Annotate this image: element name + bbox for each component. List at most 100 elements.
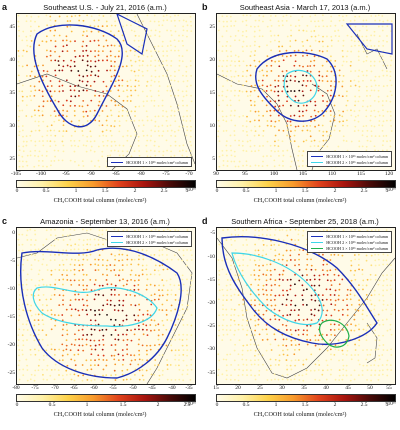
column-dot [113,293,116,296]
column-dot [114,338,117,341]
column-dot [361,70,364,73]
column-dot [346,298,348,301]
column-dot [34,154,36,157]
column-dot [181,55,184,58]
column-dot [186,229,189,232]
column-dot [189,249,192,252]
column-dot [370,125,373,127]
column-dot [225,254,228,256]
column-dot [261,233,264,236]
column-dot [141,70,144,73]
column-dot [289,165,292,168]
column-dot [25,294,28,297]
column-dot [370,34,373,37]
column-dot [362,288,364,291]
column-dot [102,15,105,17]
column-dot [246,244,249,246]
column-dot [74,40,76,43]
column-dot [273,144,276,147]
column-dot [138,150,141,152]
column-dot [321,109,324,112]
column-dot [286,35,289,38]
column-dot [45,55,48,58]
column-dot [365,69,368,72]
column-dot [229,283,232,286]
column-dot [385,363,388,366]
column-dot [254,19,257,22]
column-dot [238,64,241,67]
column-dot [365,284,368,287]
column-dot [129,145,132,148]
column-dot [341,80,344,83]
column-dot [189,129,192,132]
column-dot [314,35,317,38]
column-dot [62,65,65,68]
column-dot [242,319,244,321]
column-dot [102,338,104,341]
column-dot [386,35,388,37]
column-dot [73,273,76,276]
column-dot [257,25,260,28]
column-dot [74,364,77,367]
column-dot [258,35,261,38]
column-dot [389,55,392,58]
column-dot [30,253,33,256]
column-dot [62,299,64,302]
column-dot [225,45,228,47]
column-dot [370,264,373,267]
column-dot [322,253,324,256]
lat-tick: -5 [210,230,215,236]
column-dot [65,258,68,261]
column-dot [45,349,48,352]
column-dot [81,263,84,266]
column-dot [358,328,360,331]
column-dot [53,140,56,143]
column-dot [313,284,316,287]
column-dot [254,249,257,252]
column-dot [329,65,332,68]
column-dot [153,298,156,301]
column-dot [293,309,296,312]
column-dot [49,298,52,301]
column-dot [78,79,81,82]
column-dot [229,15,232,18]
column-dot [318,229,321,232]
column-dot [21,95,24,98]
column-dot [265,64,268,67]
column-dot [365,339,368,342]
column-dot [349,293,352,296]
column-dot [22,323,24,326]
column-dot [129,100,132,102]
column-dot [77,164,80,167]
column-dot [254,110,257,113]
column-dot [181,149,184,152]
column-dot [58,15,61,18]
column-dot [86,248,89,251]
column-dot [122,358,125,361]
column-dot [370,130,373,133]
column-dot [230,298,233,301]
column-dot [262,243,265,246]
column-dot [278,253,281,256]
lat-tick: 35 [9,90,16,96]
column-dot [53,378,56,381]
column-dot [137,135,140,138]
column-dot [126,348,128,351]
column-dot [321,294,324,297]
column-dot [374,135,377,138]
column-dot [177,40,180,42]
column-dot [322,263,325,266]
column-dot [121,349,124,351]
column-dot [62,303,64,306]
column-dot [166,364,169,366]
column-dot [50,95,53,98]
column-dot [246,69,249,72]
column-dot [182,254,185,257]
column-dot [321,319,324,322]
column-dot [302,150,305,153]
lat-tick: -25 [207,323,215,329]
column-dot [238,264,241,267]
column-dot [66,234,69,237]
column-dot [257,323,260,326]
column-dot [277,145,280,148]
